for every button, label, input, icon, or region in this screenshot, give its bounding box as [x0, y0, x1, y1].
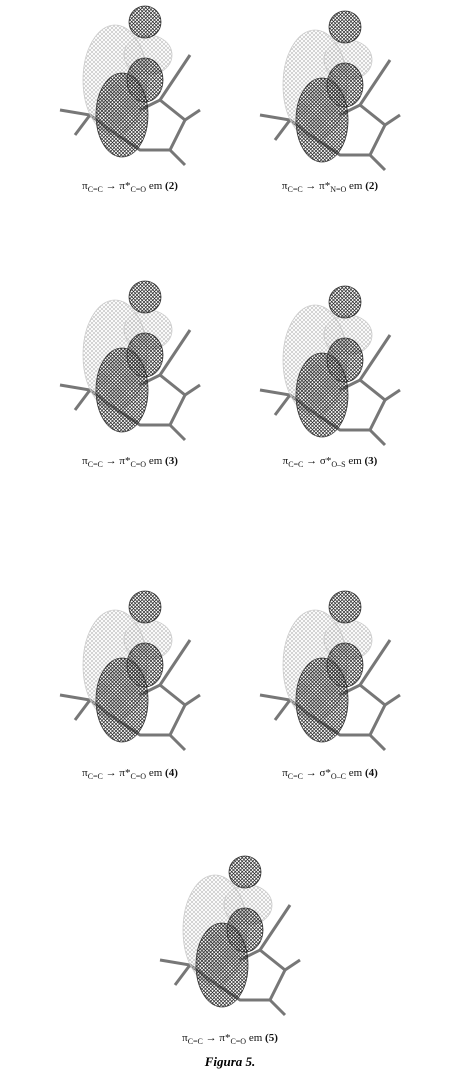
caption: πC=C → π*C=O em (2)	[82, 180, 178, 194]
bond-to: N=O	[330, 185, 346, 194]
orbital-to: π*	[319, 180, 330, 192]
arrow: →	[306, 455, 317, 467]
arrow: →	[206, 1032, 217, 1044]
compound: (4)	[165, 767, 178, 779]
orbital-to: π*	[119, 180, 130, 192]
page: {"panels": [ {"caption": {"from": "π", "…	[0, 0, 461, 1078]
orbital-to: σ*	[320, 455, 331, 467]
caption: πC=C → π*N=O em (2)	[282, 180, 378, 194]
bond-from: C=C	[188, 1037, 203, 1046]
compound: (2)	[165, 180, 178, 192]
preposition: em	[149, 455, 162, 467]
arrow: →	[305, 180, 316, 192]
orbital-image	[60, 281, 200, 440]
bond-from: C=C	[88, 772, 103, 781]
preposition: em	[349, 180, 362, 192]
preposition: em	[349, 767, 362, 779]
orbital-image	[260, 286, 400, 445]
orbital-image	[60, 591, 200, 750]
arrow: →	[306, 767, 317, 779]
compound: (3)	[165, 455, 178, 467]
bond-to: C=O	[230, 1037, 246, 1046]
arrow: →	[106, 455, 117, 467]
bond-to: C=O	[130, 460, 146, 469]
orbital-to: π*	[119, 455, 130, 467]
orbital-to: π*	[219, 1032, 230, 1044]
bond-from: C=C	[88, 460, 103, 469]
bond-from: C=C	[288, 772, 303, 781]
caption: πC=C → π*C=O em (4)	[82, 767, 178, 781]
preposition: em	[249, 1032, 262, 1044]
figure-label: Figura 5.	[205, 1054, 256, 1070]
bond-from: C=C	[88, 185, 103, 194]
preposition: em	[348, 455, 361, 467]
arrow: →	[106, 767, 117, 779]
bond-to: C=O	[130, 772, 146, 781]
compound: (2)	[365, 180, 378, 192]
bond-to: O–S	[331, 460, 345, 469]
compound: (5)	[265, 1032, 278, 1044]
caption: πC=C → σ*O–C em (4)	[282, 767, 378, 781]
bond-to: C=O	[130, 185, 146, 194]
orbital-to: σ*	[319, 767, 330, 779]
preposition: em	[149, 180, 162, 192]
bond-from: C=C	[287, 185, 302, 194]
caption: πC=C → σ*O–S em (3)	[283, 455, 378, 469]
compound: (3)	[365, 455, 378, 467]
orbital-image	[260, 591, 400, 750]
compound: (4)	[365, 767, 378, 779]
figure-art	[0, 0, 461, 1040]
orbital-to: π*	[119, 767, 130, 779]
arrow: →	[106, 180, 117, 192]
preposition: em	[149, 767, 162, 779]
caption: πC=C → π*C=O em (3)	[82, 455, 178, 469]
bond-from: C=C	[288, 460, 303, 469]
orbital-image	[260, 11, 400, 170]
orbital-image	[60, 6, 200, 165]
orbital-image	[160, 856, 300, 1015]
caption: πC=C → π*C=O em (5)	[182, 1032, 278, 1046]
bond-to: O–C	[331, 772, 346, 781]
